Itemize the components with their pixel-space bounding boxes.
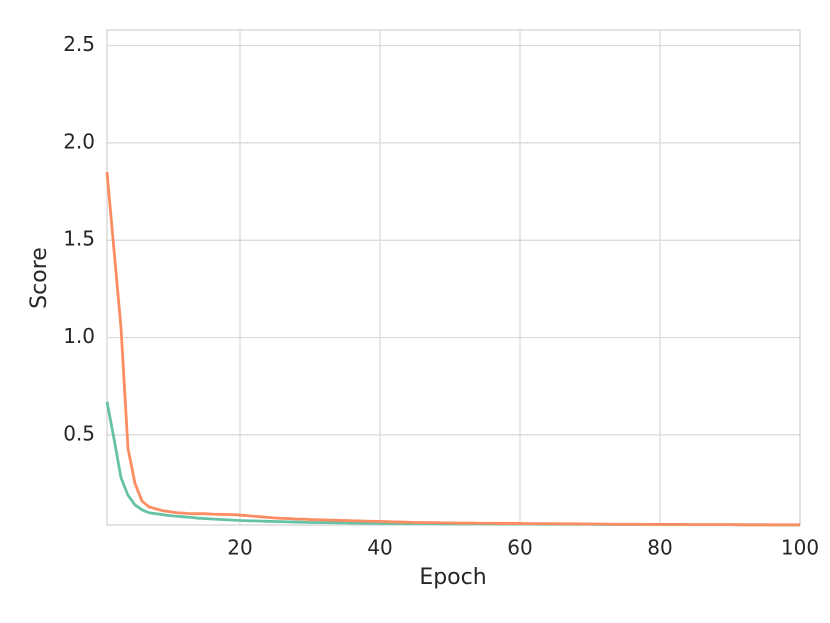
x-tick-label: 20 bbox=[227, 536, 252, 560]
plot-frame bbox=[106, 29, 801, 526]
y-tick-label: 2.0 bbox=[63, 129, 95, 153]
y-axis-label: Score bbox=[27, 247, 52, 309]
line-series bbox=[105, 171, 800, 527]
x-axis-label: Epoch bbox=[419, 565, 486, 590]
y-tick-label: 0.5 bbox=[63, 421, 95, 445]
x-tick-label: 100 bbox=[781, 536, 819, 560]
line-series bbox=[105, 401, 800, 527]
y-tick-label: 1.0 bbox=[63, 324, 95, 348]
y-tick-label: 1.5 bbox=[63, 227, 95, 251]
x-tick-label: 60 bbox=[507, 536, 532, 560]
x-tick-label: 80 bbox=[647, 536, 672, 560]
x-tick-label: 40 bbox=[367, 536, 392, 560]
y-tick-label: 2.5 bbox=[63, 32, 95, 56]
